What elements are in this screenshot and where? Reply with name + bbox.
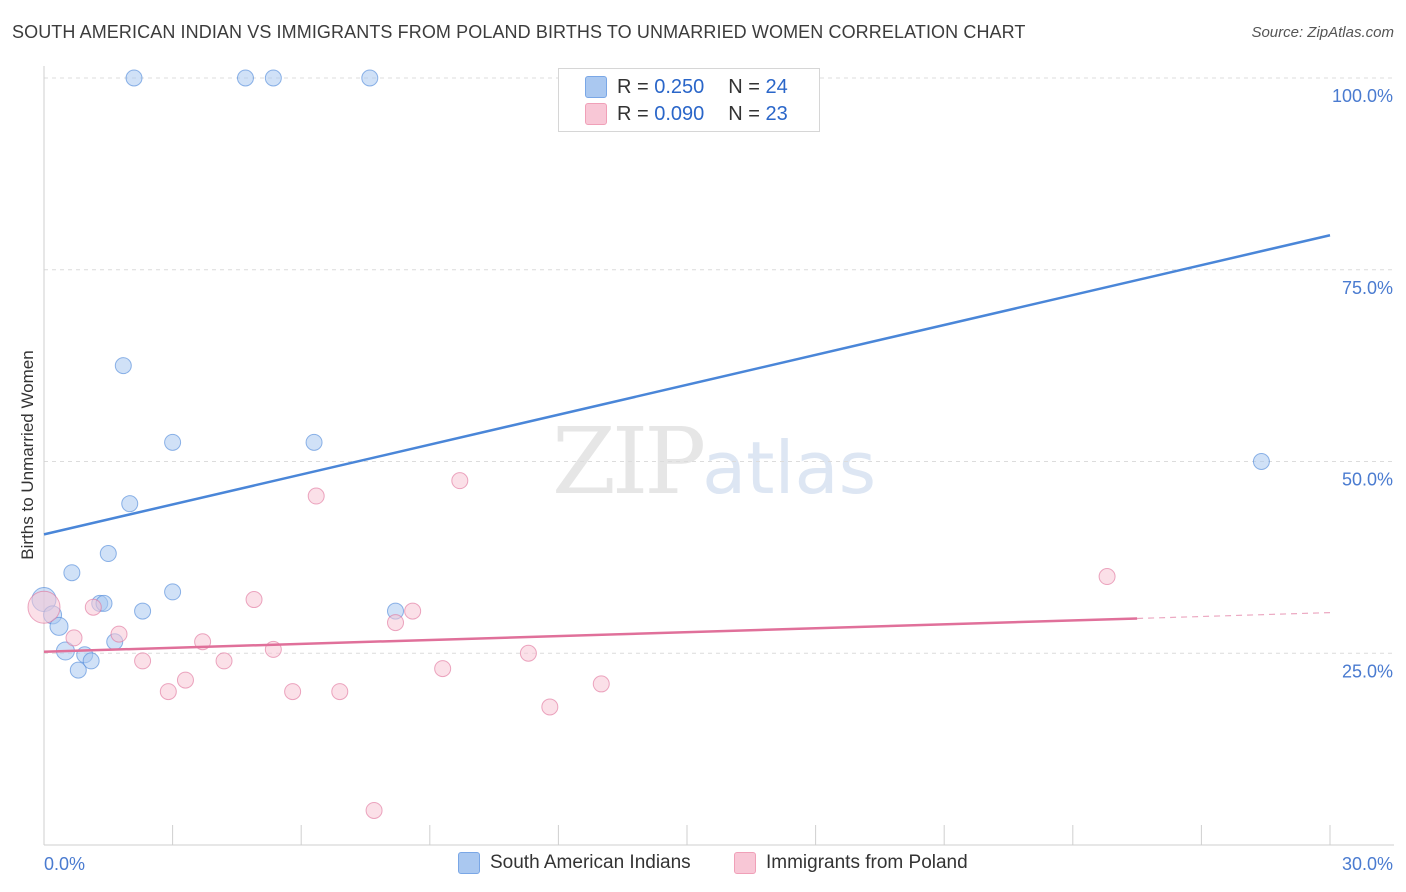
data-point [99, 545, 117, 563]
data-point [365, 801, 383, 819]
data-point [387, 614, 405, 632]
data-point [134, 602, 152, 620]
legend-row-immigrants-from-poland: R = 0.090 N = 23 [585, 102, 788, 126]
data-point [451, 472, 469, 490]
data-point [1252, 453, 1270, 470]
y-tick-label: 50.0% [1342, 470, 1393, 490]
data-point [176, 671, 194, 689]
legend-swatch-blue [585, 76, 607, 98]
stats-legend: R = 0.250 N = 24 R = 0.090 N = 23 [558, 68, 820, 132]
n-value: 24 [765, 75, 788, 98]
data-point [404, 602, 422, 620]
data-point [215, 652, 233, 670]
y-tick-label: 25.0% [1342, 661, 1393, 681]
data-point [307, 487, 325, 505]
x-tick-label: 0.0% [44, 854, 85, 874]
r-value: 0.090 [654, 102, 705, 125]
data-point [305, 433, 323, 451]
data-point [84, 598, 102, 616]
data-point [1098, 568, 1116, 586]
r-label: R = [617, 102, 649, 125]
data-point [361, 69, 379, 87]
data-point [134, 652, 152, 670]
data-point [236, 69, 254, 87]
legend-label: South American Indians [490, 852, 691, 873]
data-point [125, 69, 143, 87]
n-label: N = [728, 102, 760, 125]
data-point [592, 675, 610, 693]
chart-title: SOUTH AMERICAN INDIAN VS IMMIGRANTS FROM… [12, 22, 1026, 42]
r-value: 0.250 [654, 75, 705, 98]
data-point [69, 661, 87, 679]
data-point [63, 564, 81, 582]
data-point [82, 652, 100, 670]
legend-row-south-american-indians: R = 0.250 N = 24 [585, 75, 788, 99]
data-point [49, 616, 69, 636]
data-point [121, 495, 139, 513]
data-point [114, 357, 132, 375]
data-point [284, 683, 302, 701]
y-tick-label: 75.0% [1342, 278, 1393, 298]
data-point [27, 590, 61, 624]
y-tick-label: 100.0% [1332, 86, 1393, 106]
n-label: N = [728, 75, 760, 98]
legend-swatch-blue [458, 852, 480, 874]
tick-labels: 25.0% 50.0% 75.0% 100.0% 0.0% 30.0% [44, 86, 1393, 874]
legend-item-immigrants-from-poland: Immigrants from Poland [734, 852, 968, 874]
gridlines [44, 77, 1394, 654]
data-point [164, 433, 182, 451]
watermark: ZIPatlas [552, 408, 876, 515]
data-point [164, 583, 182, 601]
series-south-american-indians [31, 69, 1270, 679]
trend-line [43, 617, 1138, 653]
data-point [264, 69, 282, 87]
data-point [331, 683, 349, 701]
r-label: R = [617, 75, 649, 98]
series-immigrants-from-poland [27, 472, 1116, 819]
data-point [65, 629, 83, 647]
legend-swatch-pink [734, 852, 756, 874]
watermark-atlas: atlas [702, 426, 877, 510]
data-point [159, 683, 177, 701]
data-point [245, 591, 263, 609]
legend-label: Immigrants from Poland [766, 852, 968, 873]
legend-item-south-american-indians: South American Indians [458, 852, 691, 874]
axes [43, 66, 1394, 846]
source-label: Source: ZipAtlas.com [1251, 24, 1394, 41]
legend-swatch-pink [585, 103, 607, 125]
trend-line [43, 234, 1331, 536]
n-value: 23 [765, 102, 788, 125]
data-point [110, 625, 128, 643]
data-point [519, 644, 537, 662]
data-point [434, 660, 452, 678]
trend-line-extension [1137, 611, 1331, 620]
x-tick-label: 30.0% [1342, 854, 1393, 874]
data-point [541, 698, 559, 716]
trend-lines [43, 234, 1331, 653]
